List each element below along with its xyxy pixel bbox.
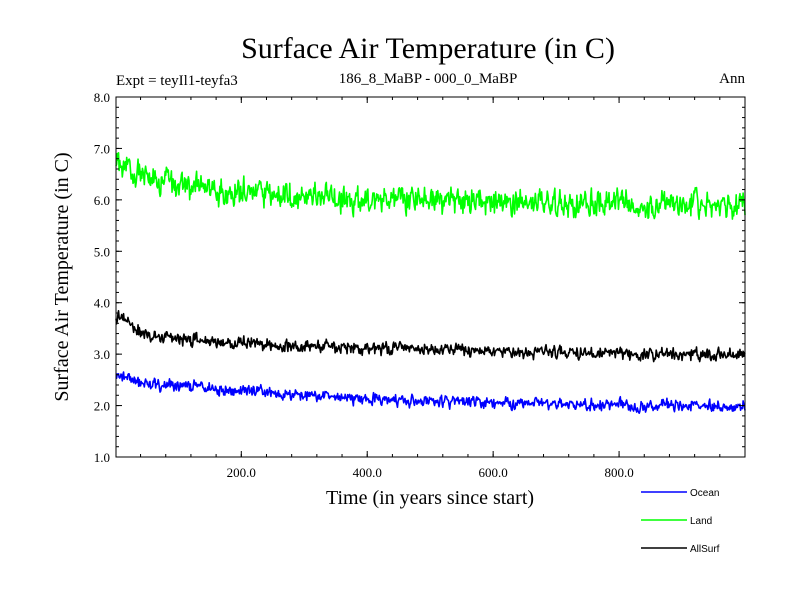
- x-axis: 200.0 400.0 600.0 800.0: [140, 97, 721, 480]
- x-tick-label: 400.0: [353, 465, 382, 480]
- chart-title: Surface Air Temperature (in C): [241, 32, 615, 65]
- series-line-land: [115, 151, 746, 221]
- y-tick-label: 7.0: [94, 141, 110, 156]
- x-tick-label: 600.0: [479, 465, 508, 480]
- chart-subtitle-right: Ann: [719, 71, 745, 87]
- y-tick-label: 2.0: [94, 399, 110, 414]
- x-axis-label: Time (in years since start): [326, 487, 534, 509]
- legend-label-ocean: Ocean: [690, 488, 719, 499]
- y-tick-label: 1.0: [94, 450, 110, 465]
- plot-frame: [115, 96, 746, 458]
- legend-label-land: Land: [690, 516, 712, 527]
- chart-subtitle-center: 186_8_MaBP - 000_0_MaBP: [339, 71, 518, 87]
- plot-series: [115, 151, 746, 414]
- y-axis-label: Surface Air Temperature (in C): [51, 152, 73, 401]
- y-axis: 1.0 2.0 3.0 4.0 5.0 6.0 7.0 8.0: [94, 90, 745, 465]
- y-tick-label: 3.0: [94, 347, 110, 362]
- y-tick-label: 8.0: [94, 90, 110, 105]
- legend-label-allsurf: AllSurf: [690, 544, 720, 555]
- y-tick-label: 6.0: [94, 193, 110, 208]
- series-line-ocean: [115, 371, 746, 414]
- y-tick-label: 5.0: [94, 244, 110, 259]
- y-tick-label: 4.0: [94, 296, 110, 311]
- series-line-allsurf: [115, 310, 746, 363]
- legend: Ocean Land AllSurf: [641, 488, 720, 555]
- x-tick-label: 200.0: [227, 465, 256, 480]
- chart-subtitle-left: Expt = teyIl1-teyfa3: [116, 73, 238, 89]
- x-tick-label: 800.0: [604, 465, 633, 480]
